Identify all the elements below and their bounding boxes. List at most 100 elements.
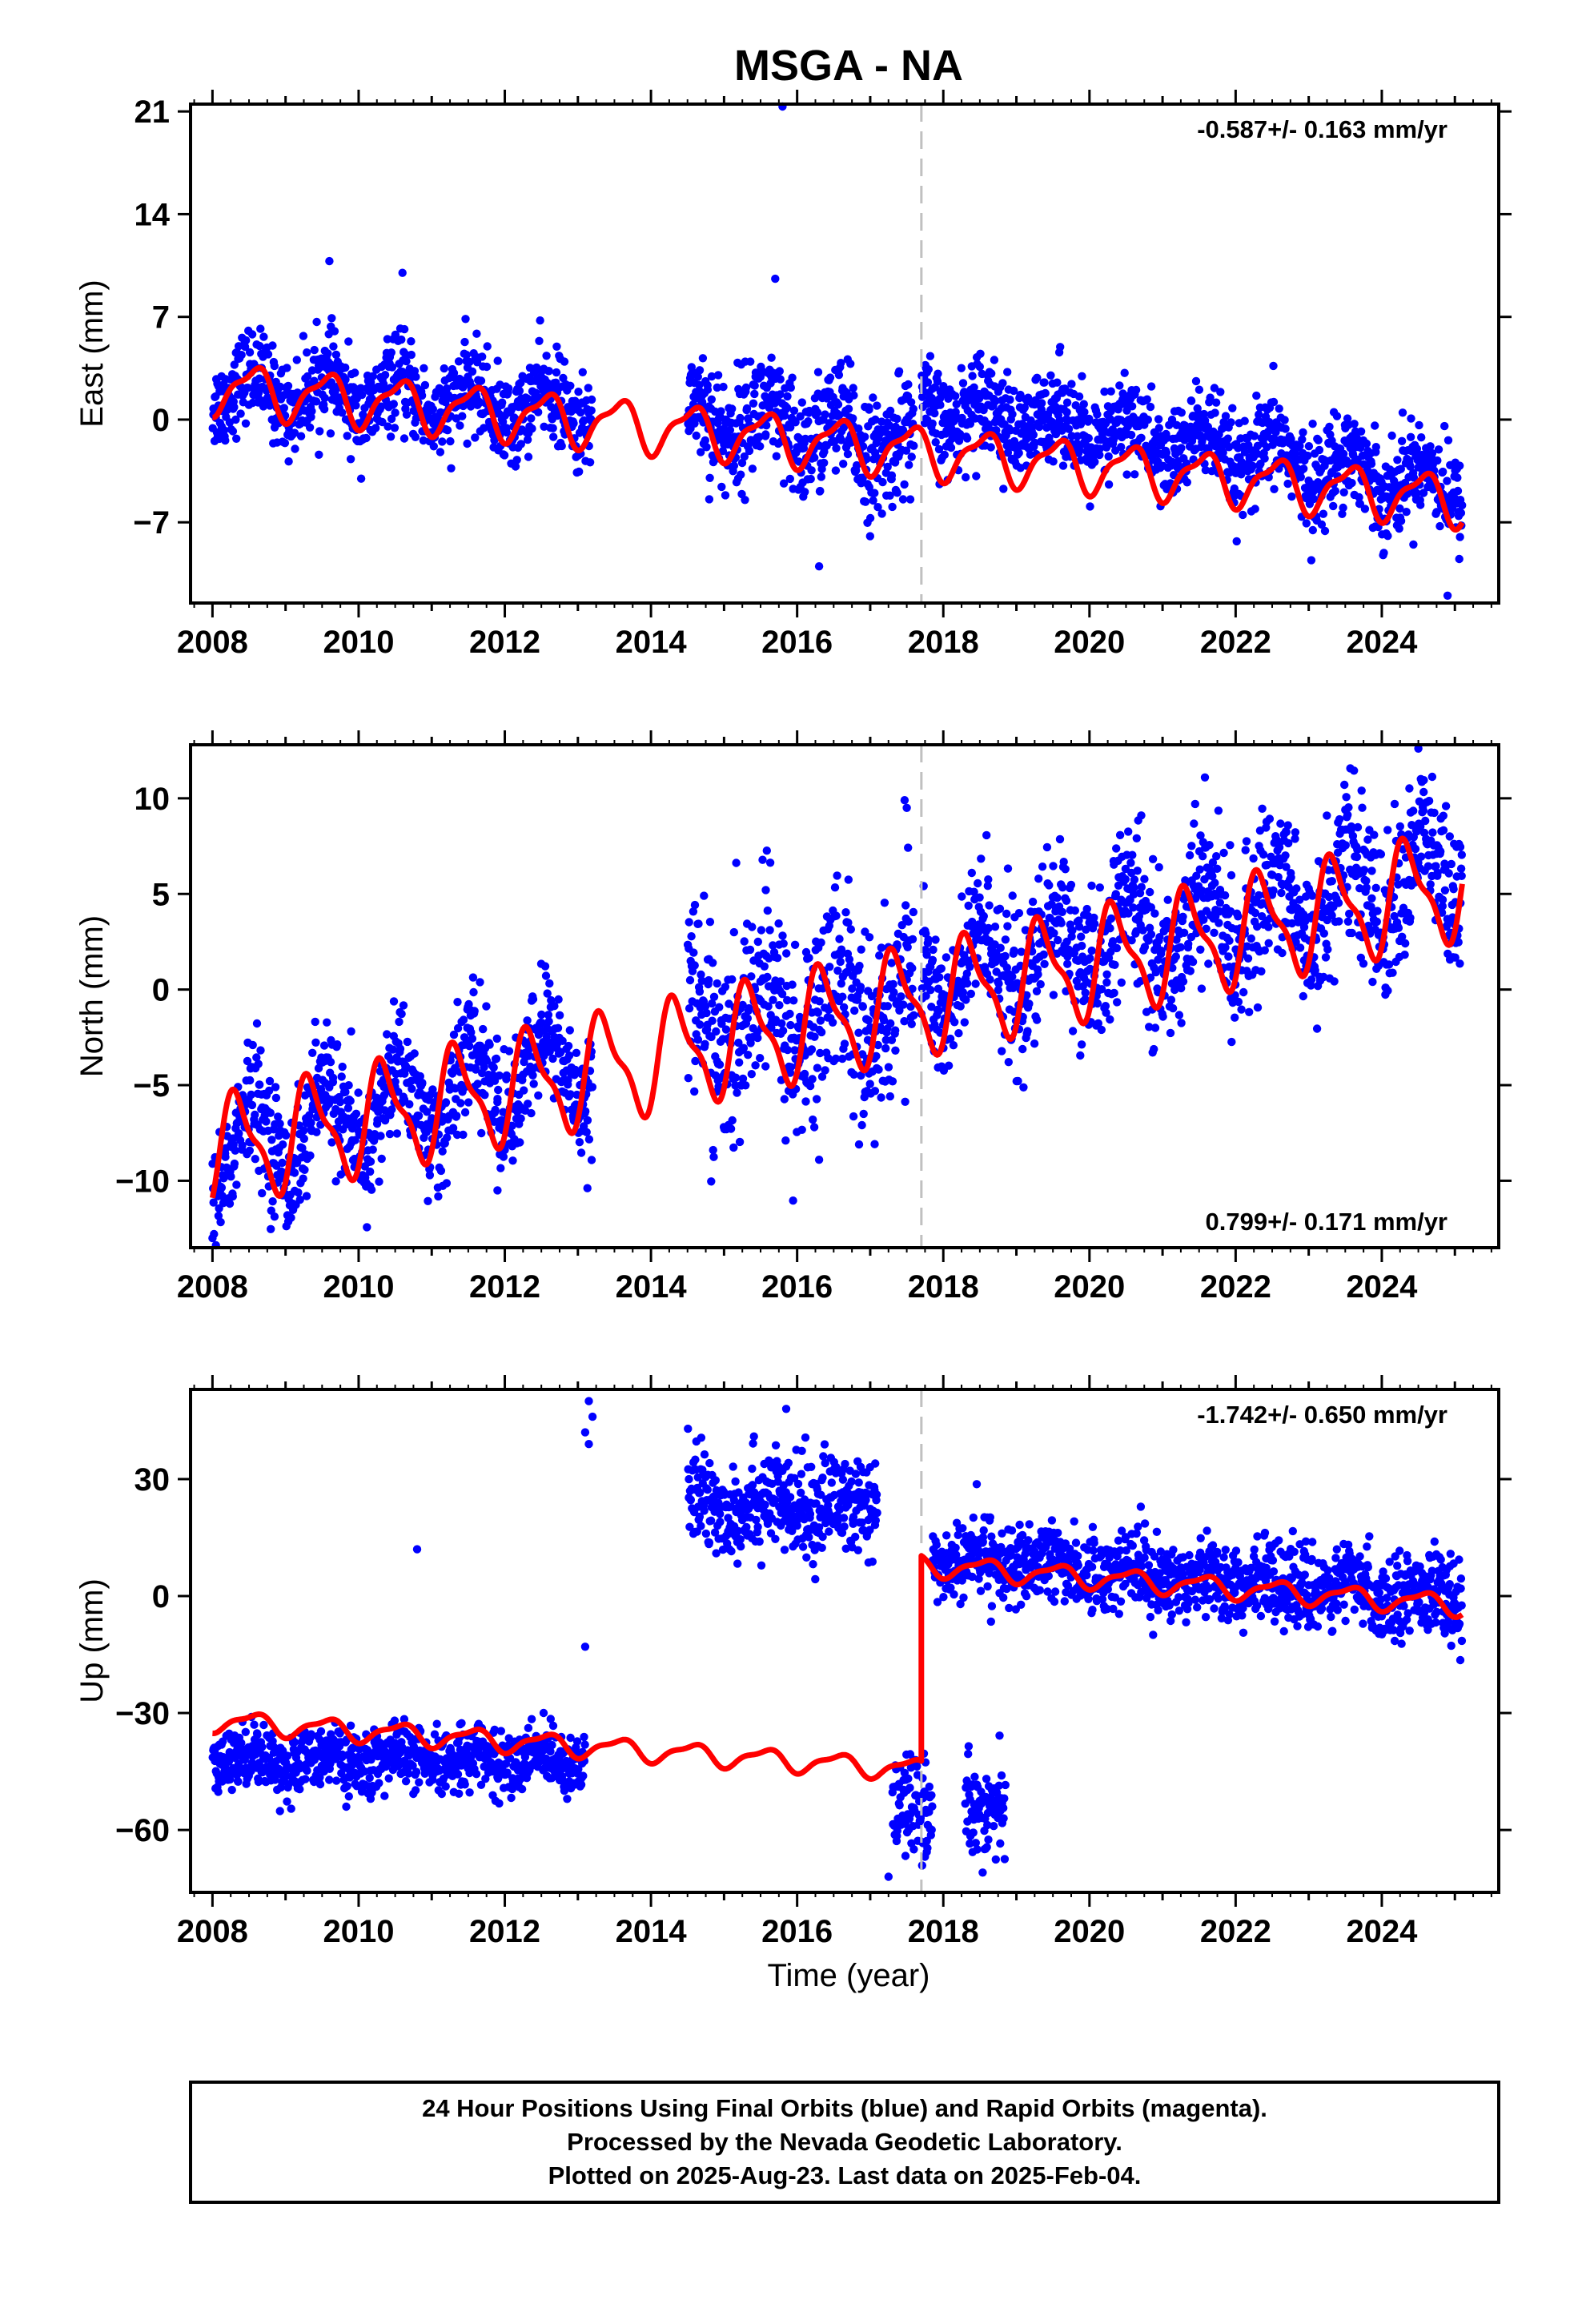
north-data-point <box>956 1002 965 1011</box>
east-data-point <box>775 367 784 376</box>
north-data-point <box>1195 865 1204 874</box>
east-data-point <box>1443 476 1452 485</box>
y-tick-label: 0 <box>152 403 170 438</box>
east-data-point <box>1325 422 1334 432</box>
north-data-point <box>1076 1051 1085 1060</box>
north-data-point <box>588 1083 597 1092</box>
east-data-point <box>1053 378 1062 387</box>
north-data-point <box>962 979 972 988</box>
east-data-point <box>512 456 521 464</box>
north-data-point <box>344 1081 353 1090</box>
north-data-point <box>1241 846 1250 854</box>
east-data-point <box>1008 410 1017 419</box>
north-data-point <box>695 987 705 996</box>
east-data-point <box>1090 457 1099 466</box>
north-data-point <box>1014 909 1024 918</box>
east-data-point <box>904 380 913 389</box>
east-data-point <box>578 368 587 376</box>
north-data-point <box>763 972 772 982</box>
north-data-point <box>1177 1019 1186 1027</box>
north-data-point <box>1132 834 1142 843</box>
north-data-point <box>470 1007 479 1015</box>
north-data-point <box>438 1147 447 1156</box>
north-data-point <box>1154 862 1163 872</box>
east-data-point <box>1084 434 1094 443</box>
east-data-point <box>717 482 726 492</box>
north-data-point <box>1291 828 1300 837</box>
north-data-point <box>702 1008 711 1018</box>
north-data-point <box>774 919 783 928</box>
north-data-point <box>931 935 940 944</box>
east-data-point <box>1417 433 1426 442</box>
north-data-point <box>1242 837 1251 846</box>
east-data-point <box>292 356 301 364</box>
east-data-point <box>1120 368 1129 377</box>
north-data-point <box>1178 912 1187 922</box>
east-data-point <box>1191 376 1201 386</box>
east-data-point <box>454 357 464 366</box>
east-data-point <box>243 384 252 392</box>
east-data-point <box>946 443 956 452</box>
north-data-point <box>743 1014 752 1023</box>
east-data-point <box>1433 456 1442 465</box>
north-data-point <box>1234 912 1243 921</box>
east-data-point <box>745 446 754 456</box>
north-data-point <box>713 979 721 988</box>
east-data-point <box>1269 361 1278 371</box>
east-data-point <box>1049 457 1058 466</box>
east-data-point <box>839 460 848 468</box>
north-data-point <box>508 1156 517 1165</box>
north-data-point <box>1176 943 1185 952</box>
north-data-point <box>1049 862 1058 870</box>
north-data-point <box>1068 1027 1078 1035</box>
north-data-point <box>1008 891 1017 900</box>
north-data-point <box>351 1109 361 1119</box>
north-data-point <box>729 927 738 937</box>
east-data-point <box>471 433 480 442</box>
east-data-point <box>940 450 950 460</box>
north-data-point <box>1019 1083 1028 1092</box>
y-tick-label: −7 <box>133 505 170 541</box>
east-data-point <box>402 410 412 419</box>
north-data-point <box>216 1217 225 1227</box>
north-data-point <box>828 1018 837 1027</box>
north-data-point <box>527 1108 536 1118</box>
north-data-point <box>884 1063 893 1072</box>
east-data-point <box>482 362 492 372</box>
north-data-point <box>1323 811 1331 820</box>
east-data-point <box>986 443 995 452</box>
north-data-point <box>1205 841 1214 850</box>
north-data-point <box>874 1065 883 1074</box>
north-data-point <box>1163 895 1172 904</box>
east-data-point <box>407 337 416 346</box>
north-data-point <box>833 871 841 880</box>
north-data-point <box>1343 917 1353 927</box>
east-data-point <box>958 379 968 388</box>
east-data-point <box>878 477 887 487</box>
east-data-point <box>368 372 377 380</box>
east-data-point <box>968 372 977 380</box>
north-data-point <box>740 937 749 946</box>
north-data-point <box>1003 864 1013 873</box>
east-data-point <box>816 486 825 496</box>
east-data-point <box>536 316 544 325</box>
east-data-point <box>1371 443 1381 452</box>
north-data-point <box>1186 967 1195 975</box>
north-data-point <box>886 1019 895 1028</box>
east-data-point <box>500 451 509 460</box>
north-data-point <box>1264 923 1273 931</box>
north-data-point <box>235 1129 243 1138</box>
north-data-point <box>1023 1027 1032 1035</box>
east-data-point <box>587 395 596 404</box>
north-data-point <box>1292 884 1301 893</box>
east-data-point <box>1308 525 1318 535</box>
north-data-point <box>489 1063 498 1072</box>
east-data-point <box>569 419 578 428</box>
east-data-point <box>909 404 918 413</box>
north-data-point <box>1028 897 1038 907</box>
north-data-point <box>996 943 1005 952</box>
north-data-point <box>366 1157 375 1166</box>
north-data-point <box>735 1058 744 1067</box>
north-data-point <box>1150 1023 1160 1032</box>
east-data-point <box>299 332 308 340</box>
